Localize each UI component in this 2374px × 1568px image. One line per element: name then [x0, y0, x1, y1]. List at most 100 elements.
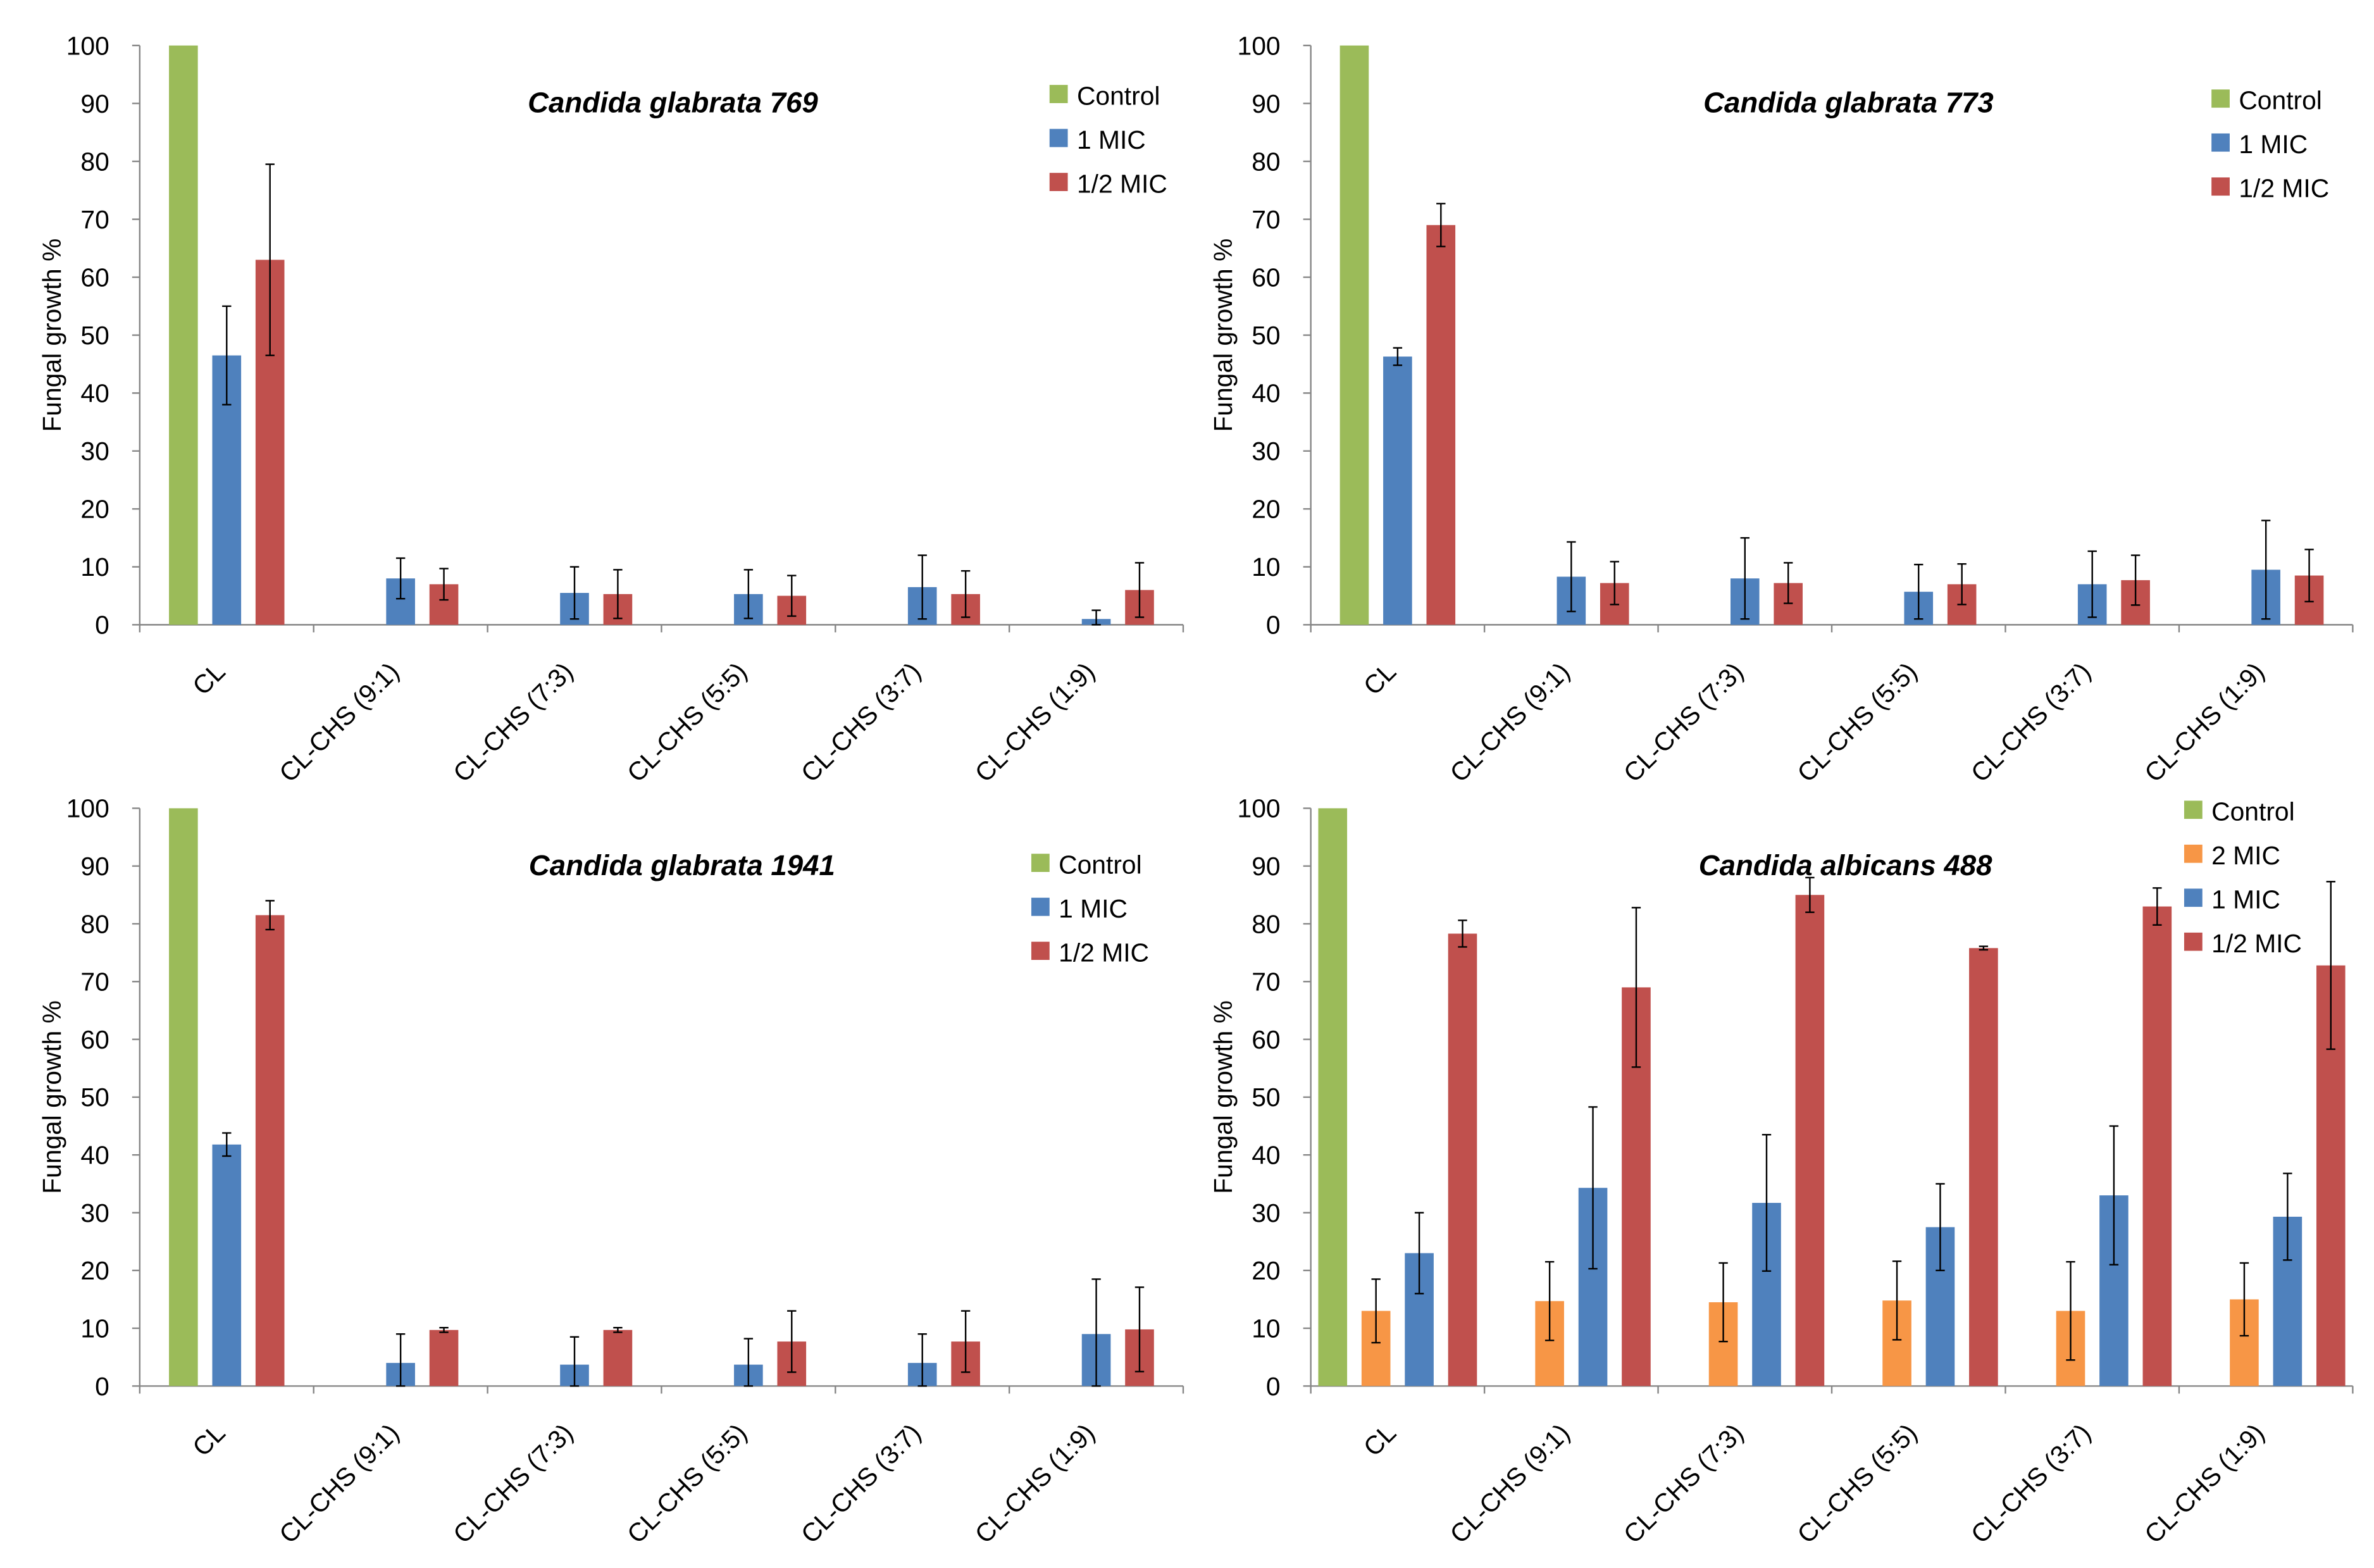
y-tick-label: 100 — [66, 794, 109, 823]
legend-label: 1 MIC — [1059, 894, 1128, 923]
bar — [255, 915, 285, 1386]
x-tick-label: CL — [187, 657, 230, 700]
x-tick-label: CL-CHS (3:7) — [795, 657, 926, 788]
y-tick-label: 40 — [1252, 1141, 1280, 1170]
bar — [1318, 808, 1348, 1386]
y-tick-label: 50 — [80, 1083, 109, 1112]
bar — [1969, 948, 1998, 1386]
chart-title: Candida glabrata 769 — [528, 86, 818, 118]
y-tick-label: 0 — [95, 1372, 109, 1401]
x-tick-label: CL — [1358, 657, 1401, 700]
y-tick-label: 70 — [80, 205, 109, 234]
x-tick-label: CL-CHS (1:9) — [969, 1418, 1100, 1549]
chart-panel-1: 0 10 20 30 40 50 60 70 80 90 100 CL CL-CHS (9:1) CL-C… — [1209, 31, 2354, 788]
y-tick-label: 80 — [1252, 147, 1280, 176]
legend-swatch — [2211, 133, 2230, 152]
legend-label: 1 MIC — [2239, 130, 2308, 159]
legend-label: 2 MIC — [2211, 841, 2280, 870]
chart-panel-3: 0 10 20 30 40 50 60 70 80 90 100 CL CL-CHS (9:1) CL-C… — [1209, 794, 2354, 1549]
chart-title: Candida glabrata 1941 — [529, 849, 835, 881]
bar — [1795, 895, 1825, 1386]
y-tick-label: 0 — [1266, 1372, 1281, 1401]
x-tick-label: CL-CHS (9:1) — [1444, 1418, 1575, 1549]
legend-label: 1/2 MIC — [2239, 174, 2329, 203]
y-axis-title: Fungal growth % — [37, 239, 66, 432]
y-tick-label: 40 — [1252, 379, 1280, 408]
chart-title: Candida albicans 488 — [1699, 849, 1992, 881]
x-tick-label: CL-CHS (5:5) — [1791, 1418, 1922, 1549]
y-tick-label: 90 — [80, 852, 109, 881]
x-tick-label: CL-CHS (3:7) — [1965, 1418, 2096, 1549]
y-tick-label: 50 — [80, 321, 109, 350]
bar — [429, 1329, 459, 1386]
legend-label: Control — [1077, 81, 1160, 110]
x-tick-label: CL-CHS (1:9) — [2139, 1418, 2270, 1549]
x-tick-label: CL-CHS (3:7) — [1965, 657, 2096, 788]
bar — [1339, 45, 1369, 625]
x-tick-label: CL — [187, 1418, 230, 1462]
y-tick-label: 20 — [80, 495, 109, 524]
x-tick-label: CL-CHS (1:9) — [969, 657, 1100, 788]
y-axis-title: Fungal growth % — [1209, 1000, 1238, 1194]
y-tick-label: 80 — [80, 147, 109, 176]
legend-swatch — [1031, 854, 1050, 872]
y-tick-label: 60 — [80, 263, 109, 292]
y-tick-label: 70 — [80, 968, 109, 997]
y-tick-label: 100 — [66, 31, 109, 60]
legend-swatch — [2184, 844, 2203, 863]
legend-swatch — [1031, 942, 1050, 960]
legend-swatch — [1049, 173, 1068, 191]
y-tick-label: 90 — [1252, 89, 1280, 118]
legend-swatch — [2184, 800, 2203, 819]
legend-label: 1 MIC — [2211, 885, 2280, 914]
x-tick-label: CL-CHS (3:7) — [795, 1418, 926, 1549]
y-tick-label: 0 — [1266, 611, 1281, 640]
x-tick-label: CL-CHS (5:5) — [621, 657, 752, 788]
legend-label: 1 MIC — [1077, 125, 1146, 154]
x-tick-label: CL-CHS (5:5) — [621, 1418, 752, 1549]
legend-swatch — [1031, 897, 1050, 916]
legend-swatch — [2211, 177, 2230, 196]
bar — [1383, 356, 1412, 625]
x-tick-label: CL-CHS (7:3) — [447, 657, 578, 788]
y-axis-title: Fungal growth % — [1209, 239, 1238, 432]
x-tick-label: CL-CHS (9:1) — [1444, 657, 1575, 788]
chart-panel-2: 0 10 20 30 40 50 60 70 80 90 100 CL CL-CHS (9:1) CL-C… — [37, 794, 1184, 1549]
y-tick-label: 100 — [1238, 794, 1281, 823]
y-tick-label: 0 — [95, 611, 109, 640]
chart-title: Candida glabrata 773 — [1703, 86, 1994, 118]
chart-panel-0: 0 10 20 30 40 50 60 70 80 90 100 CL CL-CHS (9:1) CL-C… — [37, 31, 1184, 788]
x-tick-label: CL-CHS (5:5) — [1791, 657, 1922, 788]
bar — [169, 808, 198, 1386]
bar — [2142, 906, 2172, 1386]
x-tick-label: CL-CHS (9:1) — [273, 657, 404, 788]
legend-swatch — [1049, 128, 1068, 147]
x-tick-label: CL-CHS (9:1) — [273, 1418, 404, 1549]
x-tick-label: CL-CHS (7:3) — [1618, 657, 1749, 788]
y-tick-label: 10 — [80, 1314, 109, 1343]
legend-label: Control — [1059, 850, 1142, 879]
x-tick-label: CL-CHS (1:9) — [2139, 657, 2270, 788]
legend-label: 1/2 MIC — [1077, 169, 1167, 198]
x-tick-label: CL-CHS (7:3) — [447, 1418, 578, 1549]
y-tick-label: 40 — [80, 1141, 109, 1170]
y-tick-label: 80 — [80, 909, 109, 938]
bar — [1448, 933, 1477, 1386]
legend-swatch — [2184, 932, 2203, 951]
legend-label: Control — [2211, 797, 2295, 826]
y-tick-label: 60 — [1252, 1025, 1280, 1054]
y-tick-label: 70 — [1252, 205, 1280, 234]
y-tick-label: 70 — [1252, 968, 1280, 997]
y-tick-label: 30 — [1252, 437, 1280, 466]
y-tick-label: 30 — [80, 1198, 109, 1228]
y-tick-label: 30 — [80, 437, 109, 466]
y-tick-label: 60 — [80, 1025, 109, 1054]
x-tick-label: CL-CHS (7:3) — [1618, 1418, 1749, 1549]
y-tick-label: 10 — [1252, 1314, 1280, 1343]
legend-swatch — [2211, 89, 2230, 108]
y-tick-label: 100 — [1238, 31, 1281, 60]
y-tick-label: 90 — [80, 89, 109, 118]
legend-swatch — [1049, 85, 1068, 103]
legend-label: 1/2 MIC — [2211, 929, 2302, 958]
